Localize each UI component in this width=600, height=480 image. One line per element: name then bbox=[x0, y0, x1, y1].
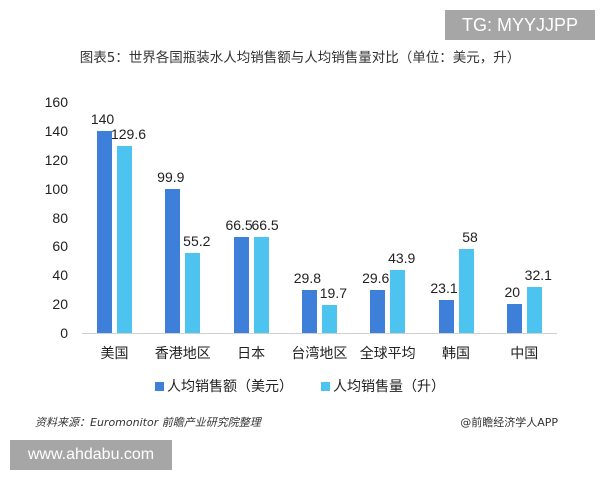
tg-watermark-badge: TG: MYYJJPP bbox=[445, 10, 595, 40]
credit-note: @前瞻经济学人APP bbox=[460, 416, 558, 429]
bar-sales-volume bbox=[117, 145, 132, 333]
data-label: 99.9 bbox=[157, 168, 185, 185]
x-axis-line bbox=[82, 333, 557, 334]
data-label: 19.7 bbox=[319, 284, 348, 301]
data-label: 66.5 bbox=[225, 216, 253, 233]
data-label: 29.8 bbox=[293, 269, 322, 286]
bar-sales-amount bbox=[165, 188, 181, 333]
bar-sales-amount bbox=[233, 236, 249, 333]
legend-label: 人均销售量（升） bbox=[333, 379, 445, 395]
x-category-label: 日本 bbox=[237, 346, 266, 362]
legend-swatch-icon bbox=[155, 381, 164, 391]
y-tick-label: 0 bbox=[60, 325, 68, 341]
y-tick-label: 40 bbox=[52, 267, 68, 284]
data-label: 129.6 bbox=[110, 125, 147, 142]
data-label: 140 bbox=[90, 110, 115, 127]
legend-item-sales-amount: 人均销售额（美元） bbox=[155, 376, 293, 396]
y-tick-label: 80 bbox=[52, 209, 68, 226]
bar-sales-amount bbox=[301, 289, 317, 333]
y-tick-label: 100 bbox=[44, 180, 68, 197]
data-label: 32.1 bbox=[524, 266, 552, 283]
bar-sales-volume bbox=[390, 269, 406, 333]
data-label: 20 bbox=[504, 284, 521, 301]
bar-sales-volume bbox=[185, 253, 201, 333]
data-label: 43.9 bbox=[388, 249, 416, 266]
y-tick-label: 160 bbox=[44, 94, 68, 110]
bar-sales-amount bbox=[370, 290, 386, 333]
x-category-label: 美国 bbox=[100, 346, 129, 362]
bar-sales-volume bbox=[321, 304, 337, 333]
x-category-label: 中国 bbox=[510, 346, 539, 362]
legend-swatch-icon bbox=[321, 381, 330, 391]
legend-item-sales-volume: 人均销售量（升） bbox=[321, 376, 445, 396]
y-tick-label: 20 bbox=[52, 296, 68, 313]
data-label: 66.5 bbox=[251, 216, 279, 233]
bar-sales-volume bbox=[253, 236, 269, 333]
y-tick-label: 60 bbox=[52, 238, 68, 255]
chart-legend: 人均销售额（美元） 人均销售量（升） bbox=[0, 376, 600, 396]
website-watermark-badge: www.ahdabu.com bbox=[10, 440, 172, 470]
x-category-label: 全球平均 bbox=[359, 346, 416, 362]
data-label: 55.2 bbox=[183, 233, 211, 250]
x-category-label: 韩国 bbox=[442, 346, 470, 362]
chart-title: 图表5：世界各国瓶装水人均销售额与人均销售量对比（单位：美元，升） bbox=[79, 50, 521, 66]
y-tick-label: 120 bbox=[44, 151, 68, 168]
y-tick-label: 140 bbox=[44, 122, 68, 139]
data-label: 58 bbox=[462, 229, 478, 246]
data-source-note: 资料来源：Euromonitor 前瞻产业研究院整理 bbox=[35, 416, 261, 429]
data-label: 23.1 bbox=[430, 279, 458, 296]
bar-sales-amount bbox=[97, 130, 112, 333]
legend-label: 人均销售额（美元） bbox=[167, 379, 293, 395]
bar-sales-amount bbox=[438, 299, 454, 333]
bar-sales-volume bbox=[526, 286, 542, 333]
bar-sales-volume bbox=[458, 249, 474, 333]
x-category-label: 香港地区 bbox=[154, 346, 211, 362]
bar-sales-amount bbox=[506, 304, 522, 333]
x-category-label: 台湾地区 bbox=[291, 346, 348, 362]
data-label: 29.6 bbox=[362, 270, 390, 287]
